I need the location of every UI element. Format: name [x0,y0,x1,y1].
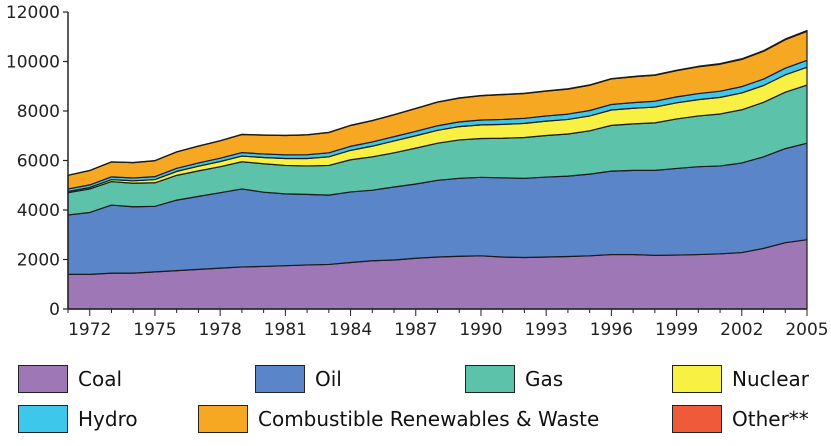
x-tick-label: 1975 [133,320,176,340]
y-tick-label: 0 [49,300,60,320]
x-tick-label: 1996 [590,320,633,340]
legend: Coal Oil Gas Nuclear Hydro Combustible Renewa… [0,360,831,446]
x-tick-label: 2002 [720,320,763,340]
x-tick-label: 1972 [68,320,111,340]
y-tick-label: 2000 [17,251,60,271]
legend-item-gas: Gas [465,365,563,393]
area-series-other [67,29,808,176]
legend-swatch-coal [18,365,68,393]
x-tick-label: 1987 [394,320,437,340]
stacked-area-chart: 0 2000 4000 6000 8000 10000 12000 1972 1975 1978… [6,3,829,340]
x-tick-label: 1981 [264,320,307,340]
legend-item-combustible-renewables-waste: Combustible Renewables & Waste [198,405,599,433]
y-tick-labels: 0 2000 4000 6000 8000 10000 12000 [6,3,60,320]
x-tick-label: 1990 [459,320,502,340]
y-tick-label: 4000 [17,201,60,221]
x-tick-label: 1978 [199,320,242,340]
legend-item-oil: Oil [255,365,342,393]
legend-swatch-other [672,405,722,433]
x-tick-labels: 1972 1975 1978 1981 1984 1987 1990 1993 1996 1999… [68,320,829,340]
legend-swatch-oil [255,365,305,393]
y-tick-label: 6000 [17,152,60,172]
x-tick-label: 1999 [655,320,698,340]
legend-label-coal: Coal [78,367,123,391]
legend-item-nuclear: Nuclear [672,365,809,393]
area-layers [67,29,808,310]
legend-swatch-hydro [18,405,68,433]
legend-item-coal: Coal [18,365,122,393]
x-tick-label: 1993 [525,320,568,340]
x-tick-label: 2005 [785,320,828,340]
legend-label-combustible-renewables-waste: Combustible Renewables & Waste [258,407,600,431]
axes [63,11,808,316]
x-tick-label: 1984 [329,320,372,340]
y-tick-label: 10000 [6,53,60,73]
legend-label-oil: Oil [315,367,342,391]
legend-label-hydro: Hydro [78,407,138,431]
legend-item-hydro: Hydro [18,405,138,433]
legend-swatch-combustible-renewables-waste [198,405,248,433]
legend-swatch-gas [465,365,515,393]
legend-item-other: Other** [672,405,809,433]
legend-label-other: Other** [732,407,809,431]
legend-swatch-nuclear [672,365,722,393]
legend-label-gas: Gas [525,367,564,391]
legend-label-nuclear: Nuclear [732,367,809,391]
y-tick-label: 8000 [17,102,60,122]
y-tick-label: 12000 [6,3,60,23]
